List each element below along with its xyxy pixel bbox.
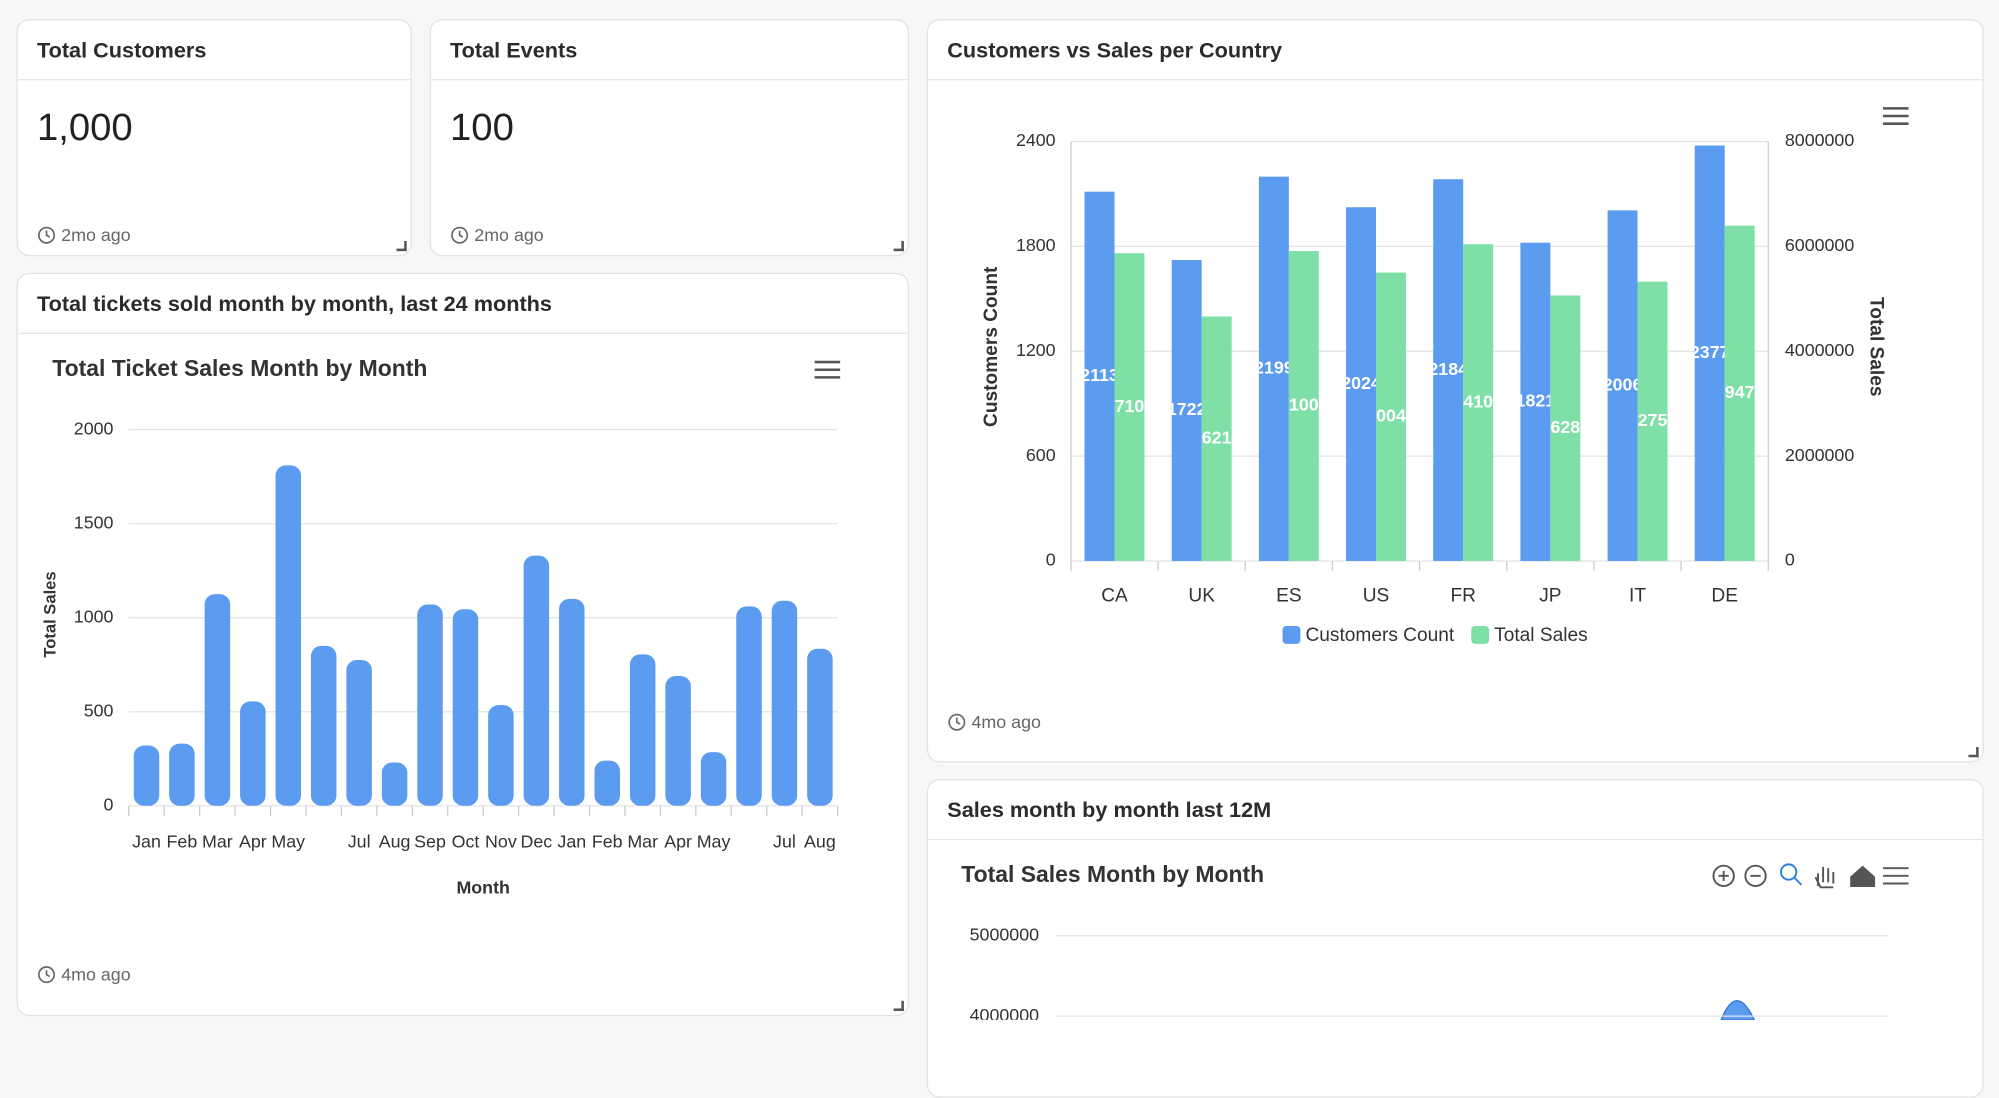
x-tick-label: Nov: [485, 831, 517, 851]
bar: [169, 744, 194, 806]
x-tick-label: UK: [1188, 586, 1215, 607]
dashboard: Total Customers 1,000 2mo ago Total Even…: [0, 0, 1999, 1020]
x-tick-label: Oct: [452, 831, 480, 851]
x-tick-label: ES: [1276, 586, 1302, 607]
y-axis-title: Customers Count: [981, 266, 1002, 427]
legend-swatch: [1283, 626, 1301, 644]
x-tick-label: Feb: [592, 831, 623, 851]
x-tick-label: Mar: [202, 831, 233, 851]
y2-axis-title: Total Sales: [1865, 297, 1886, 396]
bar: [559, 599, 584, 806]
y-tick-label: 5000000: [970, 924, 1039, 944]
menu-icon[interactable]: [1883, 108, 1908, 123]
x-tick-label: JP: [1539, 586, 1561, 607]
y2-tick-label: 6000000: [1785, 235, 1854, 255]
bar: [488, 705, 513, 806]
bar: [311, 646, 336, 806]
x-tick-label: Jul: [773, 831, 796, 851]
area-visible-part: [1721, 1001, 1754, 1020]
x-tick-label: May: [271, 831, 305, 851]
data-label: 2377: [1690, 342, 1730, 362]
y-tick-label: 1000: [74, 606, 114, 626]
x-tick-label: Sep: [414, 831, 446, 851]
x-tick-label: CA: [1101, 586, 1128, 607]
y-tick-label: 1800: [1016, 235, 1056, 255]
legend-label: Total Sales: [1494, 625, 1587, 646]
toolbar[interactable]: [1713, 864, 1908, 887]
data-label: 2113: [1080, 365, 1119, 385]
x-tick-label: US: [1363, 586, 1390, 607]
y-tick-label: 2400: [1016, 130, 1056, 150]
bar: [630, 654, 655, 805]
x-tick-label: Apr: [239, 831, 267, 851]
charts: Total Ticket Sales Month by Month Total S…: [0, 0, 1999, 1020]
bar: [772, 601, 797, 806]
x-tick-label: IT: [1629, 586, 1646, 607]
y-tick-label: 0: [104, 794, 114, 814]
bar: [665, 676, 690, 806]
page: Total Customers 1,000 2mo ago Total Even…: [0, 0, 1999, 1020]
x-tick-label: Aug: [804, 831, 836, 851]
legend-swatch: [1471, 626, 1489, 644]
x-tick-label: Apr: [664, 831, 692, 851]
y-tick-label: 2000: [74, 418, 114, 438]
y2-tick-label: 0: [1785, 550, 1795, 570]
y2-tick-label: 8000000: [1785, 130, 1854, 150]
x-tick-label: DE: [1711, 586, 1738, 607]
y-axis-title: Total Sales: [40, 571, 59, 657]
y-tick-label: 4000000: [970, 1005, 1039, 1020]
x-tick-label: Jul: [348, 831, 371, 851]
bar: [453, 609, 478, 806]
y-tick-label: 0: [1046, 550, 1056, 570]
bar: [276, 465, 301, 805]
y-tick-label: 1200: [1016, 340, 1056, 360]
data-label: 2024: [1341, 373, 1381, 393]
data-label: 2006: [1603, 374, 1643, 394]
bar: [594, 761, 619, 806]
x-tick-label: May: [697, 831, 731, 851]
bar: [736, 606, 761, 805]
bar: [205, 594, 230, 806]
x-tick-label: Jan: [132, 831, 161, 851]
bar: [701, 752, 726, 806]
x-tick-label: Aug: [379, 831, 411, 851]
bar: [807, 649, 832, 806]
y-tick-label: 1500: [74, 512, 114, 532]
legend-label: Customers Count: [1305, 625, 1454, 646]
bar: [524, 556, 549, 806]
bar: [240, 701, 265, 805]
x-axis-title: Month: [456, 877, 509, 897]
menu-icon[interactable]: [815, 362, 840, 377]
bar: [417, 605, 442, 806]
x-tick-label: Mar: [627, 831, 658, 851]
bar: [382, 762, 407, 805]
data-label: 2199: [1254, 358, 1294, 378]
bar: [346, 660, 371, 806]
x-tick-label: Feb: [167, 831, 198, 851]
y-tick-label: 500: [84, 700, 114, 720]
chart-title: Total Ticket Sales Month by Month: [52, 355, 427, 381]
data-label: 1722: [1167, 399, 1207, 419]
data-label: 1821: [1516, 391, 1556, 411]
x-tick-label: Dec: [520, 831, 552, 851]
chart-title: Total Sales Month by Month: [961, 861, 1264, 887]
y2-tick-label: 4000000: [1785, 340, 1854, 360]
data-label: 2184: [1428, 359, 1468, 379]
y-tick-label: 600: [1026, 445, 1056, 465]
x-tick-label: Jan: [557, 831, 586, 851]
x-tick-label: FR: [1450, 586, 1475, 607]
y2-tick-label: 2000000: [1785, 445, 1854, 465]
bar: [134, 746, 159, 806]
